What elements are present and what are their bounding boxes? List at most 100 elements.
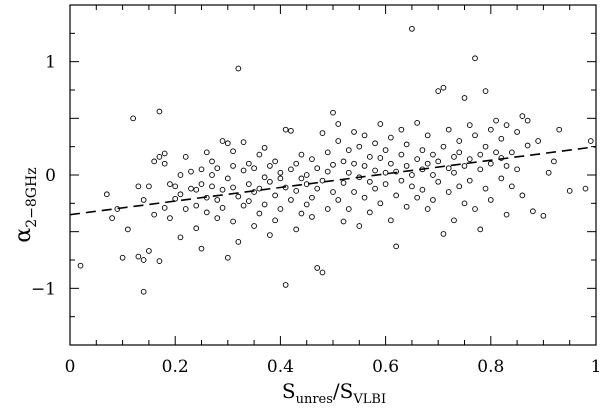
data-point: [156, 108, 163, 115]
data-point: [277, 206, 284, 212]
data-point: [140, 257, 147, 263]
data-point: [466, 156, 473, 162]
data-point: [487, 197, 494, 203]
data-point: [382, 147, 389, 153]
data-point: [345, 169, 352, 176]
data-point: [293, 226, 300, 233]
data-point: [409, 183, 415, 190]
data-point: [545, 169, 552, 176]
data-point: [398, 126, 405, 133]
data-point: [298, 175, 305, 182]
data-point: [293, 188, 300, 194]
data-point: [377, 121, 384, 127]
data-point: [445, 189, 452, 195]
data-point: [382, 169, 389, 176]
data-point: [372, 167, 378, 174]
data-point: [193, 225, 200, 232]
data-point: [530, 208, 536, 215]
data-point: [224, 254, 231, 261]
data-point: [393, 168, 399, 175]
data-point: [309, 214, 315, 220]
data-point: [503, 122, 510, 128]
data-point: [366, 154, 373, 160]
data-point: [388, 217, 394, 224]
data-point: [351, 129, 357, 135]
data-point: [177, 191, 184, 198]
data-point: [219, 205, 226, 211]
plot-frame: [69, 4, 597, 346]
data-point: [503, 163, 510, 169]
data-point: [314, 265, 321, 271]
data-point: [251, 223, 257, 229]
data-point: [414, 156, 421, 162]
data-point: [393, 243, 399, 250]
data-point: [430, 172, 436, 178]
data-point: [261, 201, 268, 208]
data-point: [261, 174, 268, 181]
x-tick-label: 0.4: [267, 357, 294, 377]
data-point: [140, 197, 147, 203]
data-point: [514, 129, 520, 135]
data-point: [77, 262, 84, 269]
data-point: [419, 186, 426, 193]
data-point: [198, 166, 205, 173]
data-point: [519, 113, 526, 119]
x-axis-label-sub-num: unres: [296, 392, 333, 407]
data-point: [482, 143, 489, 150]
data-point: [272, 192, 278, 199]
data-point: [430, 197, 436, 203]
data-point: [551, 158, 557, 165]
data-point: [356, 223, 363, 229]
data-point: [514, 166, 520, 173]
data-point: [340, 180, 347, 186]
data-point: [188, 168, 194, 175]
data-point: [477, 166, 484, 173]
x-axis-label: Sunres/SVLBI: [282, 379, 386, 407]
data-point: [403, 141, 410, 148]
data-point: [288, 197, 294, 203]
data-point: [377, 200, 384, 207]
data-point: [472, 132, 478, 139]
data-point: [151, 158, 158, 165]
data-point: [230, 163, 236, 169]
data-point: [172, 195, 179, 202]
data-point: [345, 147, 352, 153]
data-point: [456, 149, 463, 156]
data-point: [251, 165, 257, 172]
data-point: [493, 149, 499, 156]
data-point: [398, 177, 405, 184]
data-point: [135, 253, 142, 260]
data-point: [282, 126, 289, 133]
data-point: [288, 166, 294, 173]
data-point: [319, 130, 326, 136]
data-point: [388, 134, 394, 141]
data-point: [393, 192, 399, 199]
data-point: [335, 138, 342, 144]
data-point: [214, 165, 221, 172]
data-point: [309, 194, 315, 201]
x-tick-label: 0: [65, 357, 76, 377]
data-point: [361, 194, 368, 201]
x-tick-label: 1: [591, 357, 600, 377]
data-point: [125, 226, 131, 233]
data-point: [366, 178, 373, 185]
data-point: [403, 163, 410, 169]
data-point: [298, 151, 305, 158]
data-point: [335, 197, 342, 203]
data-point: [209, 183, 215, 190]
data-point: [340, 158, 347, 165]
data-point: [335, 121, 342, 127]
x-tick-label: 0.6: [372, 357, 399, 377]
data-point: [440, 84, 447, 91]
data-point: [203, 149, 210, 156]
data-point: [256, 185, 263, 192]
data-point: [214, 197, 221, 203]
data-point: [482, 88, 489, 94]
data-point: [424, 206, 431, 212]
data-point: [477, 226, 484, 233]
data-point: [251, 189, 257, 195]
data-point: [177, 234, 184, 241]
data-point: [377, 155, 384, 161]
data-point: [535, 138, 541, 144]
data-point: [161, 150, 168, 157]
